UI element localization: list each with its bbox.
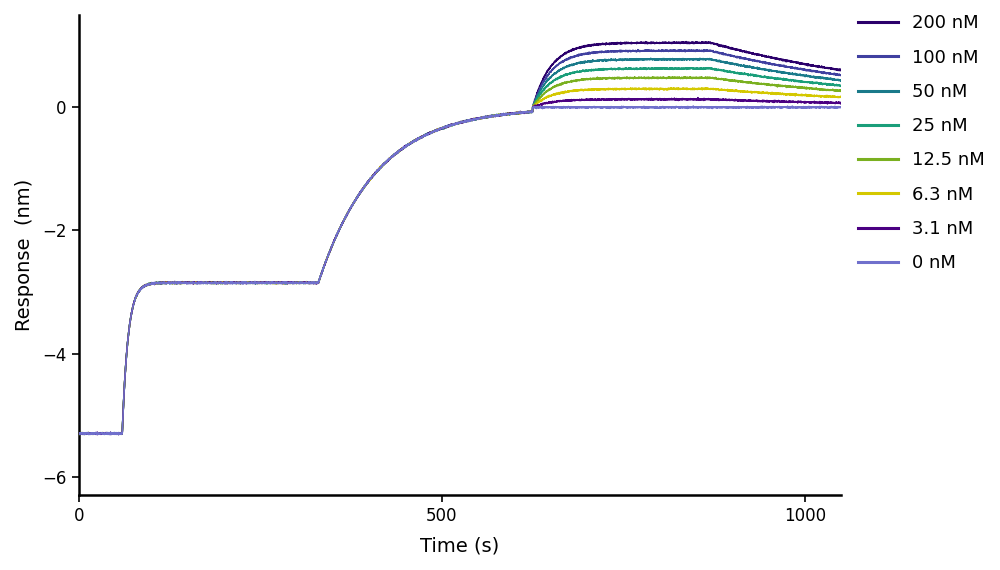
X-axis label: Time (s): Time (s) xyxy=(420,536,500,555)
Y-axis label: Response  (nm): Response (nm) xyxy=(15,179,34,331)
Legend: 200 nM, 100 nM, 50 nM, 25 nM, 12.5 nM, 6.3 nM, 3.1 nM, 0 nM: 200 nM, 100 nM, 50 nM, 25 nM, 12.5 nM, 6… xyxy=(858,14,985,272)
